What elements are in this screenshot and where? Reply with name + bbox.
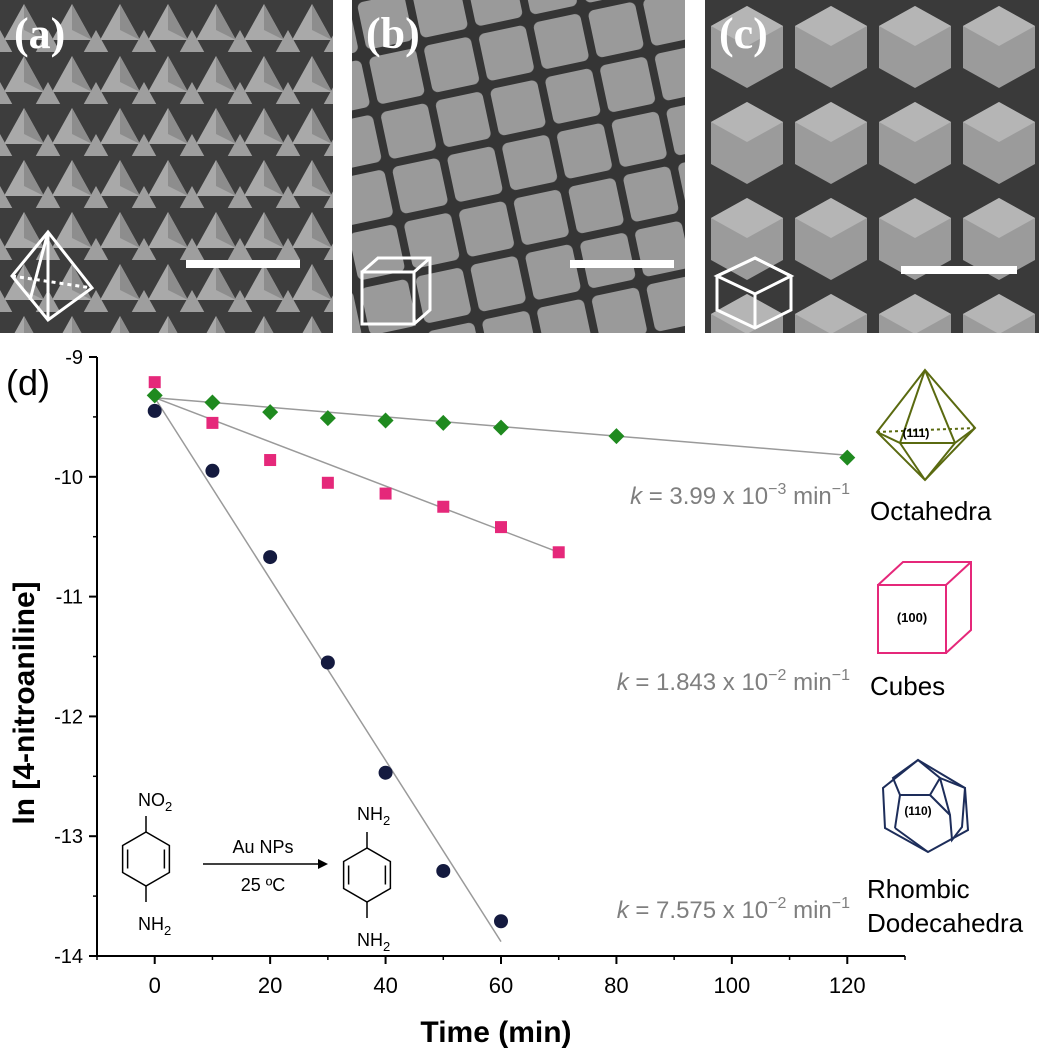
octahedron-edge (954, 427, 976, 444)
octahedron-hidden-edge (876, 427, 976, 433)
x-tick-label: 80 (604, 973, 628, 998)
y-tick-label: -13 (54, 826, 83, 848)
rate-constant-label: k = 3.99 x 10−3 min−1 (630, 481, 850, 510)
phenylenediamine-structure (342, 832, 392, 918)
octahedron-outline (875, 368, 977, 482)
data-point-octahedra (319, 410, 336, 427)
facet-label-111: (111) (903, 426, 930, 440)
octahedron-edge (924, 369, 956, 444)
data-point-rhombic-dodecahedra (378, 765, 393, 780)
rhombic-dodecahedron-legend-icon (881, 758, 970, 854)
fit-line-circle (154, 397, 502, 943)
fit-line-square (154, 397, 559, 553)
x-tick-label: 60 (489, 973, 513, 998)
dodeca-top-face (891, 758, 942, 796)
x-tick-label: 40 (373, 973, 397, 998)
y-tick-label: -10 (54, 467, 83, 489)
octahedron-icon (10, 229, 95, 323)
scale-bar (901, 266, 1017, 274)
reactant-amino-group: NH2 (138, 914, 171, 938)
data-point-rhombic-dodecahedra (436, 863, 451, 878)
data-point-rhombic-dodecahedra (263, 550, 278, 565)
y-tick-label: -12 (54, 706, 83, 728)
octahedron-legend-icon (875, 368, 977, 482)
octahedron-edge (899, 369, 926, 444)
data-point-octahedra (204, 394, 221, 411)
product-amino-group: NH2 (357, 804, 390, 828)
octahedron-edge (876, 431, 901, 444)
cube-front (877, 584, 947, 654)
data-point-octahedra (377, 412, 394, 429)
benzene-ring (342, 847, 392, 903)
plot-area: 0 20 40 60 80 100 120 -14 -13 -12 -11 -10 -9 k = 3.99… (54, 347, 1024, 998)
data-point-cubes (148, 376, 161, 389)
data-point-octahedra (839, 449, 856, 466)
data-point-cubes (552, 546, 565, 559)
kinetics-chart: (d) 0 20 40 60 80 100 120 -14 -13 -12 -11 -10 -9 k = … (6, 347, 1024, 1049)
rate-constant-label: k = 1.843 x 10−2 min−1 (617, 667, 850, 696)
data-point-cubes (495, 521, 507, 534)
legend-label: Dodecahedra (867, 908, 1024, 938)
y-axis-label: ln [4-nitroaniline] (8, 581, 41, 824)
rhombic-dodecahedron-icon (713, 256, 795, 330)
facet-label-110: (110) (904, 804, 931, 818)
sem-panel-b: (b) (352, 0, 685, 333)
y-tick-label: -14 (54, 946, 83, 968)
dodeca-right-face (938, 776, 967, 843)
legend-label: Cubes (870, 671, 945, 701)
rhombic-dodecahedra-sem-image (705, 0, 1039, 333)
data-point-cubes (206, 416, 219, 429)
sem-panel-c: (c) (705, 0, 1039, 333)
y-tick-label: -9 (65, 347, 83, 369)
panel-label-a: (a) (14, 9, 66, 58)
dodeca-edge (894, 827, 929, 853)
reaction-arrow-head (318, 859, 328, 869)
legend-label: Rhombic (867, 874, 970, 904)
dodeca-edge (894, 794, 901, 829)
data-point-cubes (379, 487, 392, 500)
data-point-octahedra (146, 387, 163, 404)
scale-bar (570, 260, 674, 268)
nitroaniline-structure (121, 816, 171, 902)
x-tick-label: 120 (829, 973, 866, 998)
y-tick-label: -11 (56, 587, 83, 609)
scale-bar (186, 260, 300, 268)
data-point-octahedra (435, 414, 452, 431)
cube-icon (360, 256, 432, 326)
data-point-rhombic-dodecahedra (147, 403, 162, 418)
x-tick-label: 20 (258, 973, 282, 998)
data-point-octahedra (262, 404, 279, 421)
data-point-cubes (321, 476, 334, 489)
dodeca-edge (929, 794, 951, 816)
octahedron-edge (924, 442, 956, 481)
data-point-rhombic-dodecahedra (205, 463, 220, 478)
data-point-cubes (264, 454, 277, 467)
facet-label-100: (100) (897, 610, 927, 625)
temperature-label: 25 ºC (241, 875, 286, 895)
cubes-sem-image (352, 0, 685, 333)
data-point-rhombic-dodecahedra (494, 914, 508, 929)
reactant-nitro-group: NO2 (138, 790, 172, 814)
cube-legend-icon (877, 561, 972, 654)
panel-label-d: (d) (6, 362, 50, 403)
data-point-octahedra (493, 419, 509, 436)
data-point-cubes (437, 500, 450, 513)
x-tick-label: 0 (149, 973, 161, 998)
rate-constant-label: k = 7.575 x 10−2 min−1 (617, 895, 850, 924)
octahedra-sem-image (0, 0, 333, 333)
x-axis-label: Time (min) (420, 1016, 571, 1049)
panel-label-b: (b) (366, 9, 420, 58)
legend-label: Octahedra (870, 496, 992, 526)
panel-label-c: (c) (719, 9, 768, 58)
catalyst-label: Au NPs (232, 837, 293, 857)
x-tick-label: 100 (713, 973, 750, 998)
cube-edge (945, 561, 972, 586)
benzene-ring (121, 831, 171, 887)
sem-panel-a: (a) (0, 0, 333, 333)
octahedron-edge (899, 442, 926, 481)
reaction-scheme: NO2 NH2 NH2 NH2 Au NPs 25 ºC (121, 790, 392, 954)
data-point-rhombic-dodecahedra (320, 655, 335, 670)
product-amino-group: NH2 (357, 930, 390, 954)
data-point-octahedra (608, 428, 625, 445)
